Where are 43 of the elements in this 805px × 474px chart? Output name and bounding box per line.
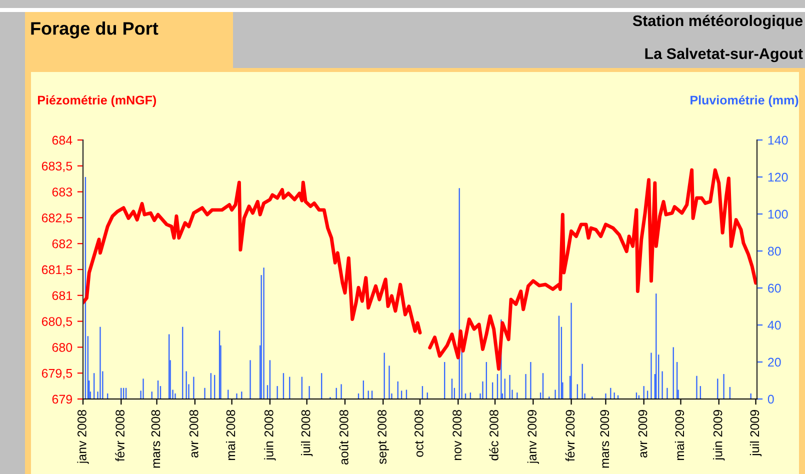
y-tick-label: 679 xyxy=(52,394,72,404)
x-tick-label: avr 2008 xyxy=(189,410,198,458)
x-tick-label: nov 2008 xyxy=(452,410,462,460)
x-tick-label: mars 2008 xyxy=(151,410,160,468)
y2-tick-label: 60 xyxy=(768,284,781,293)
text: La Salvetat-sur-Agout xyxy=(645,48,803,62)
y-tick-label: 681,5 xyxy=(42,265,72,276)
y2-tick-label: 80 xyxy=(768,246,781,256)
x-tick-label: janv 2009 xyxy=(527,410,539,464)
y-tick-label: 682 xyxy=(52,239,72,248)
y2-tick-label: 20 xyxy=(768,358,781,367)
y-tick-label: 684 xyxy=(52,136,72,145)
x-tick-label: oct 2008 xyxy=(414,410,424,457)
y-tick-label: 680 xyxy=(52,343,72,352)
x-tick-label: déc 2008 xyxy=(489,410,498,460)
y2-tick-label: 0 xyxy=(768,394,774,404)
y-axis-title: Piézométrie (mNGF) xyxy=(38,95,156,108)
x-tick-label: mars 2009 xyxy=(600,410,610,468)
y-tick-label: 682,5 xyxy=(42,214,72,224)
x-tick-label: sept 2008 xyxy=(378,410,389,464)
x-tick-label: juil 2008 xyxy=(301,410,313,456)
x-tick-label: janv 2008 xyxy=(77,410,89,464)
x-tick-label: juin 2009 xyxy=(713,410,725,460)
y2-tick-label: 120 xyxy=(768,172,788,182)
y-tick-label: 681 xyxy=(52,291,72,300)
y-tick-label: 683 xyxy=(52,188,72,196)
x-tick-label: juin 2008 xyxy=(264,410,276,460)
y2-tick-label: 100 xyxy=(768,210,788,219)
x-tick-label: juil 2009 xyxy=(750,410,762,456)
y-tick-label: 680,5 xyxy=(42,317,72,328)
x-tick-label: avr 2009 xyxy=(638,410,648,458)
x-tick-label: mai 2009 xyxy=(674,410,684,460)
y2-axis-title: Pluviométrie (mm) xyxy=(690,95,798,108)
y2-tick-label: 140 xyxy=(768,136,788,145)
y-tick-label: 679,5 xyxy=(42,368,72,380)
chart-subtitle: Station météorologique xyxy=(632,14,802,30)
y2-tick-label: 40 xyxy=(768,320,781,330)
chart-title: Forage du Port xyxy=(31,22,158,38)
y-tick-label: 683,5 xyxy=(42,162,72,172)
x-tick-label: août 2008 xyxy=(339,410,348,464)
x-tick-label: févr 2009 xyxy=(565,410,575,462)
x-tick-label: févr 2008 xyxy=(115,410,124,462)
x-tick-label: mai 2008 xyxy=(226,410,236,460)
